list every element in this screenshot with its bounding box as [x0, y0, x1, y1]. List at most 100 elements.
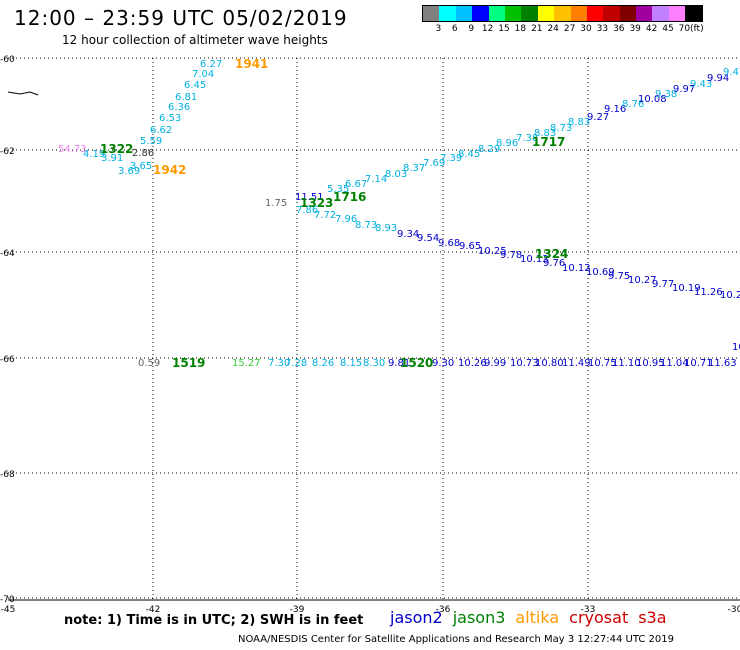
- lon-label: -36: [436, 605, 451, 615]
- swh-value: 9.77: [652, 279, 674, 290]
- swh-value: 0.59: [138, 358, 160, 369]
- swh-value: 9.65: [459, 241, 481, 252]
- swh-value: 7.28: [285, 358, 307, 369]
- legend-label: 3: [435, 24, 442, 34]
- swh-value: 3.91: [101, 153, 123, 164]
- swh-value: 9.47: [723, 67, 740, 78]
- swh-value: 8.83: [534, 128, 556, 139]
- swh-value: 8.83: [568, 117, 590, 128]
- track-time-label: 1324: [535, 247, 568, 261]
- swh-value: 9.43: [690, 79, 712, 90]
- swh-value: 9.94: [707, 73, 729, 84]
- mission-jason3: jason3: [452, 608, 506, 627]
- swh-value: 9.27: [587, 112, 609, 123]
- swh-value: 9.68: [438, 238, 460, 249]
- swh-value: 8.30: [363, 358, 385, 369]
- swh-value: 10.73: [510, 358, 539, 369]
- swh-value: 9.99: [484, 358, 506, 369]
- swh-value: 6.53: [159, 113, 181, 124]
- legend-swatch: [488, 6, 505, 21]
- legend-label: 36: [613, 24, 625, 34]
- swh-value: 9.97: [673, 84, 695, 95]
- track-time-label: 1716: [333, 190, 366, 204]
- track-time-label: 1519: [172, 356, 205, 370]
- swh-value: 11.10: [612, 358, 641, 369]
- swh-value: 10.25: [478, 246, 507, 257]
- legend-unit: (ft): [690, 24, 704, 34]
- legend-label: 39: [629, 24, 641, 34]
- swh-value: 7.96: [335, 214, 357, 225]
- mission-s3a: s3a: [638, 608, 667, 627]
- legend-swatch: [586, 6, 604, 21]
- swh-value: 10.28: [720, 290, 740, 301]
- swh-value: 8.93: [375, 223, 397, 234]
- swh-value: 8.37: [403, 163, 425, 174]
- swh-value: 10.19: [672, 283, 701, 294]
- swh-value: 8.73: [355, 220, 377, 231]
- swh-value: 7.72: [314, 210, 336, 221]
- track-time-label: 1323: [300, 196, 333, 210]
- swh-value: 8.29: [478, 144, 500, 155]
- lon-label: -42: [146, 605, 161, 615]
- lon-label: -30: [728, 605, 740, 615]
- legend-label: 24: [547, 24, 559, 34]
- swh-value: 6.45: [184, 80, 206, 91]
- swh-value: 54.73: [58, 144, 87, 155]
- legend-label: 15: [498, 24, 510, 34]
- swh-value: 5.35: [327, 184, 349, 195]
- track-time-label: 1322: [100, 142, 133, 156]
- legend-label: 45: [662, 24, 674, 34]
- legend-swatch: [652, 6, 669, 21]
- swh-value: 11.04: [660, 358, 689, 369]
- swh-value: 8.45: [458, 149, 480, 160]
- track-time-label: 1717: [532, 135, 565, 149]
- swh-value: 8.03: [385, 169, 407, 180]
- swh-value: 9.54: [417, 233, 439, 244]
- legend-swatch: [619, 6, 637, 21]
- swh-value: 11.49: [562, 358, 591, 369]
- legend-label: 21: [531, 24, 543, 34]
- swh-value: 10.69: [586, 267, 615, 278]
- swh-value: 6.67: [345, 179, 367, 190]
- page-subtitle: 12 hour collection of altimeter wave hei…: [62, 33, 328, 47]
- swh-value: 10.26: [458, 358, 487, 369]
- swh-value: 9.30: [432, 358, 454, 369]
- legend-label: 70: [678, 24, 691, 34]
- swh-value: 3.69: [118, 166, 140, 177]
- swh-value: 15.27: [232, 358, 261, 369]
- mission-legend: jason2 jason3 altika cryosat s3a: [390, 608, 677, 627]
- coast-fragment: [7, 91, 39, 96]
- swh-value: 11.63: [708, 358, 737, 369]
- swh-value: 9.75: [608, 271, 630, 282]
- swh-value: 8.76: [622, 99, 644, 110]
- lon-label: -39: [290, 605, 305, 615]
- legend-label: 33: [596, 24, 609, 34]
- lon-label: -45: [1, 605, 16, 615]
- swh-value: 7.38: [516, 133, 538, 144]
- swh-value: 10.13: [520, 254, 549, 265]
- swh-value: 6.62: [150, 125, 172, 136]
- footer-note: note: 1) Time is in UTC; 2) SWH is in fe…: [64, 613, 364, 628]
- swh-value: 5.59: [140, 136, 162, 147]
- footer-credit: NOAA/NESDIS Center for Satellite Applica…: [238, 634, 674, 645]
- legend-label: 12: [481, 24, 494, 34]
- swh-value: 10.27: [628, 275, 657, 286]
- legend-swatch: [472, 6, 489, 21]
- legend-swatch: [668, 6, 686, 21]
- legend-swatches: [422, 5, 703, 22]
- swh-value: 7.86: [296, 205, 318, 216]
- swh-value: 6.81: [175, 92, 197, 103]
- swh-value: 9.78: [500, 250, 522, 261]
- swh-value: 10.12: [562, 263, 591, 274]
- swh-value: 8.26: [312, 358, 334, 369]
- swh-value: 10.71: [684, 358, 713, 369]
- swh-value: 8.15: [340, 358, 362, 369]
- legend-swatch: [439, 6, 456, 21]
- swh-value: 7.04: [192, 69, 214, 80]
- swh-value: 10.80: [535, 358, 564, 369]
- lat-label: -60: [0, 55, 15, 65]
- legend-swatch: [570, 6, 587, 21]
- lon-label: -33: [581, 605, 596, 615]
- swh-value: 10.08: [638, 94, 667, 105]
